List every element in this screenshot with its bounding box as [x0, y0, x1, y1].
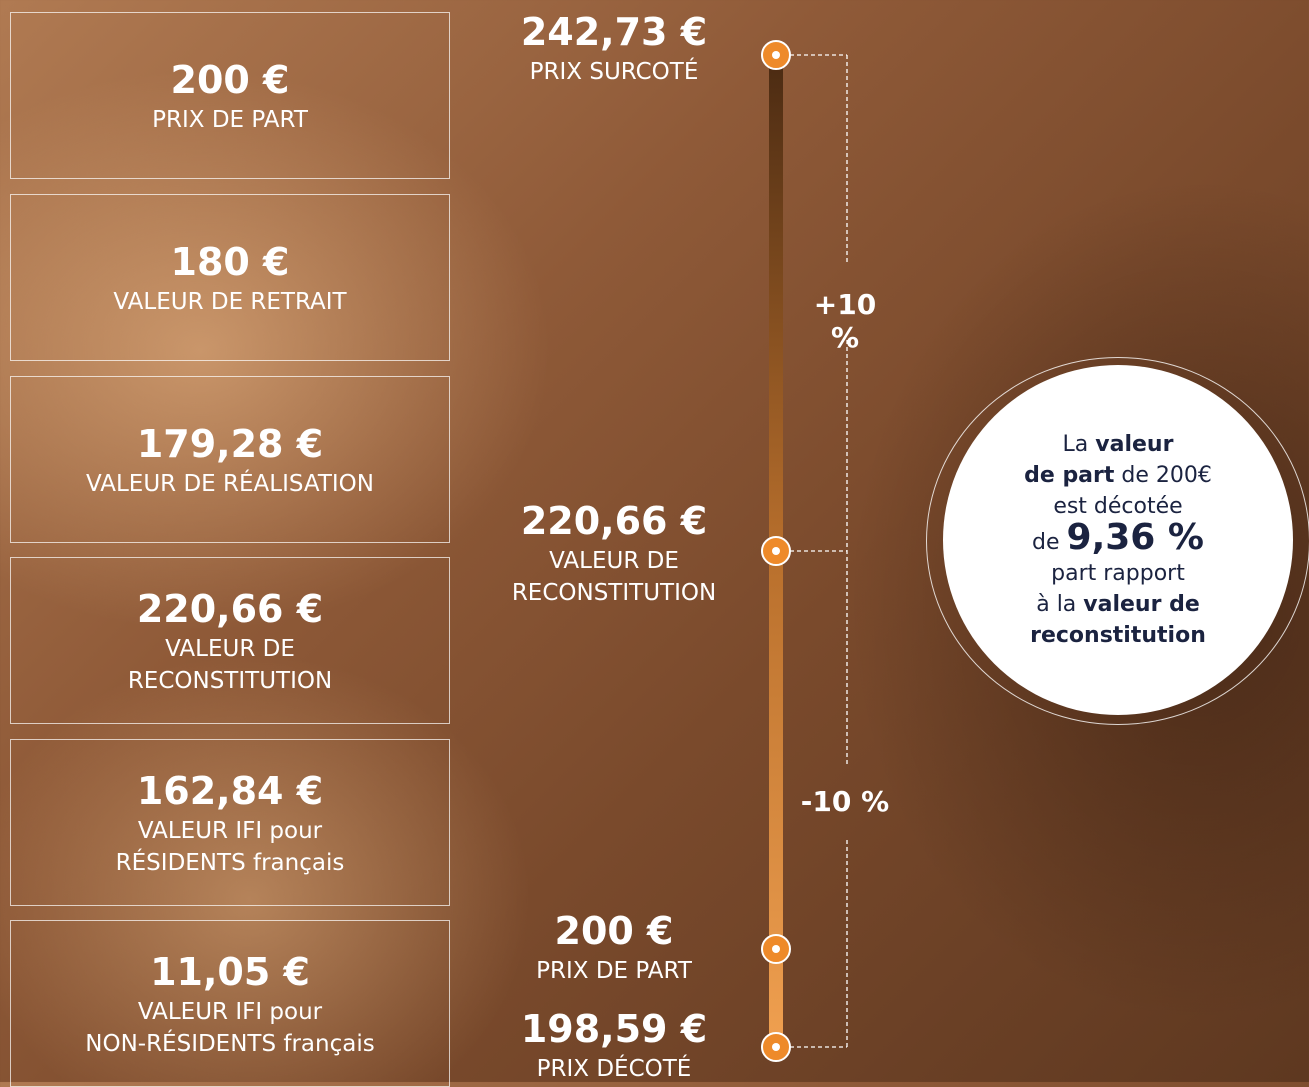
- scale-point: 200 €PRIX DE PART: [464, 907, 764, 987]
- bubble-line: La valeur: [1063, 429, 1174, 460]
- bubble-text: à la: [1036, 592, 1083, 617]
- pct-down: -10 %: [800, 785, 890, 818]
- scale-point: 242,73 €PRIX SURCOTÉ: [464, 8, 764, 88]
- bubble-text: de: [1032, 530, 1067, 555]
- bubble-text: de part: [1024, 463, 1114, 488]
- point-label: PRIX DÉCOTÉ: [464, 1053, 764, 1085]
- point-label: RECONSTITUTION: [464, 577, 764, 609]
- bubble-text: 9,36 %: [1067, 517, 1204, 558]
- bubble-text: valeur: [1095, 432, 1173, 457]
- pct-up: +10 %: [800, 288, 890, 354]
- dashes: [790, 55, 847, 1047]
- bubble-text: reconstitution: [1030, 623, 1206, 648]
- bubble-text: part rapport: [1051, 561, 1185, 586]
- bubble-text: valeur de: [1083, 592, 1200, 617]
- bubble-line: de part de 200€: [1024, 460, 1212, 491]
- point-label: VALEUR DE: [464, 545, 764, 577]
- point-value: 220,66 €: [464, 497, 764, 545]
- bubble-text: La: [1063, 432, 1096, 457]
- bubble-line: de 9,36 %: [1032, 522, 1204, 558]
- point-value: 198,59 €: [464, 1005, 764, 1053]
- bubble-text: est décotée: [1053, 494, 1182, 519]
- scale-point: 198,59 €PRIX DÉCOTÉ: [464, 1005, 764, 1085]
- point-label: PRIX SURCOTÉ: [464, 56, 764, 88]
- page: 200 €PRIX DE PART180 €VALEUR DE RETRAIT1…: [0, 0, 1309, 1082]
- point-value: 200 €: [464, 907, 764, 955]
- bubble-line: part rapport: [1051, 558, 1185, 589]
- point-label: PRIX DE PART: [464, 955, 764, 987]
- bubble-line: à la valeur de: [1036, 589, 1200, 620]
- bubble-line: reconstitution: [1030, 620, 1206, 651]
- point-value: 242,73 €: [464, 8, 764, 56]
- bubble-text: de 200€: [1114, 463, 1211, 488]
